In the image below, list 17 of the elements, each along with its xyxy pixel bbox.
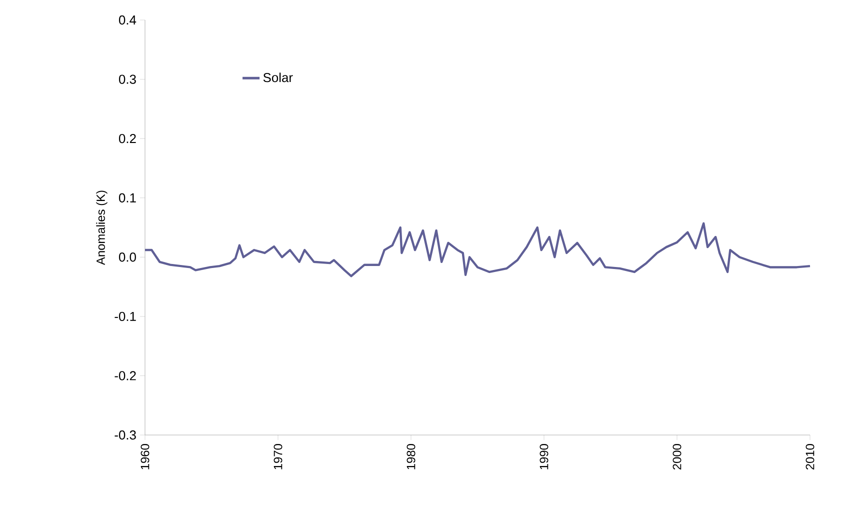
y-tick-label: -0.2 — [114, 371, 136, 380]
legend-label: Solar — [263, 72, 293, 82]
x-tick-label: 1970 — [274, 444, 282, 470]
y-tick-label: -0.1 — [114, 312, 136, 322]
line-series — [144, 222, 812, 278]
y-tick-label: 0.1 — [118, 193, 136, 202]
x-tick-label: 1960 — [140, 444, 150, 470]
y-tick-label: 0.2 — [118, 134, 136, 144]
x-tick-label: 1980 — [406, 444, 416, 470]
y-tick-label: 0.4 — [118, 15, 136, 25]
y-tick-label: -0.3 — [114, 430, 136, 440]
y-tick-label: 0.3 — [118, 74, 136, 84]
y-tick-label: 0.0 — [118, 252, 136, 262]
x-tick-label: 2000 — [672, 444, 682, 470]
x-tick-label: 1990 — [540, 444, 548, 470]
y-axis-title: Anomalies (K) — [96, 190, 108, 266]
x-tick-label: 2010 — [806, 444, 814, 470]
